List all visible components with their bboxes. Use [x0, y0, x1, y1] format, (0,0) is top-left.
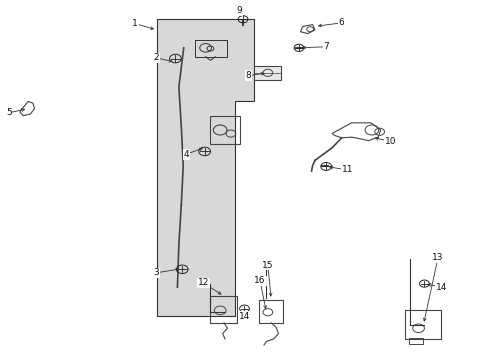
Text: 2: 2: [153, 53, 159, 62]
Text: 9: 9: [236, 6, 242, 15]
Text: 11: 11: [341, 166, 353, 175]
Bar: [408, 338, 423, 344]
Bar: [254, 66, 281, 80]
Text: 16: 16: [254, 276, 265, 285]
Text: 4: 4: [183, 150, 188, 159]
Text: 8: 8: [245, 71, 251, 80]
Bar: [210, 296, 237, 323]
Text: 13: 13: [431, 253, 443, 262]
Bar: [259, 300, 283, 323]
Bar: [210, 116, 239, 144]
Text: 14: 14: [435, 283, 446, 292]
Text: 5: 5: [6, 108, 12, 117]
Text: 7: 7: [323, 42, 328, 51]
Text: 3: 3: [153, 268, 159, 277]
Polygon shape: [157, 19, 254, 316]
Text: 15: 15: [262, 261, 273, 270]
Text: 1: 1: [132, 19, 138, 28]
Text: 14: 14: [238, 312, 250, 321]
Text: 12: 12: [197, 278, 208, 287]
Text: 6: 6: [338, 18, 344, 27]
Text: 10: 10: [384, 137, 395, 146]
Bar: [404, 310, 441, 339]
Bar: [195, 40, 226, 57]
